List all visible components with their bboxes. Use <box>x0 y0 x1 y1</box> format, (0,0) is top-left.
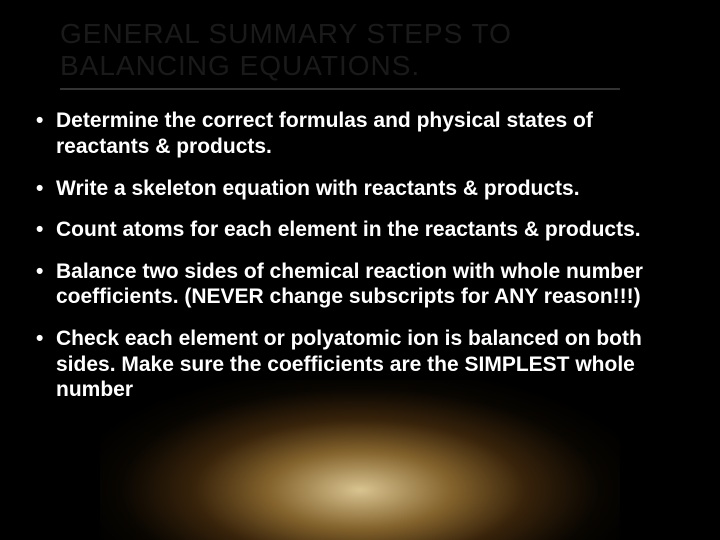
title-underline <box>60 88 620 90</box>
list-item: Count atoms for each element in the reac… <box>34 217 690 243</box>
slide-container: GENERAL SUMMARY STEPS TO BALANCING EQUAT… <box>0 0 720 540</box>
slide-title: GENERAL SUMMARY STEPS TO BALANCING EQUAT… <box>60 18 690 82</box>
list-item: Write a skeleton equation with reactants… <box>34 176 690 202</box>
list-item: Balance two sides of chemical reaction w… <box>34 259 690 310</box>
bullet-list: Determine the correct formulas and physi… <box>30 108 690 402</box>
list-item: Determine the correct formulas and physi… <box>34 108 690 159</box>
list-item: Check each element or polyatomic ion is … <box>34 326 690 403</box>
